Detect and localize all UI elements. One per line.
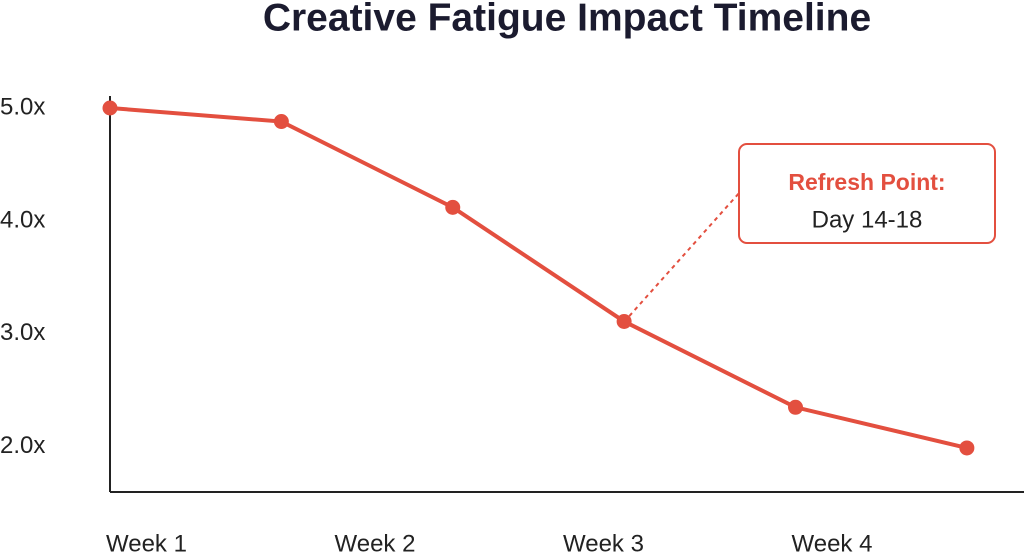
annotation-text: Day 14-18 [812, 206, 923, 233]
x-tick-label: Week 3 [563, 530, 644, 557]
x-tick-label: Week 1 [106, 530, 187, 557]
point [959, 440, 975, 456]
chart-title: Creative Fatigue Impact Timeline [263, 0, 871, 39]
point [788, 399, 803, 415]
x-tick-label: Week 4 [792, 530, 873, 557]
point [616, 313, 632, 329]
y-tick-label: 4.0x [0, 206, 45, 233]
x-tick-label: Week 2 [335, 530, 416, 557]
annotation-title: Refresh Point: [788, 169, 945, 195]
y-tick-label: 3.0x [0, 319, 45, 346]
point [273, 114, 289, 130]
annotation-connector [623, 191, 741, 323]
y-tick-label: 2.0x [0, 432, 45, 459]
point [445, 199, 461, 215]
line [109, 106, 968, 450]
y-tick-label: 5.0x [0, 93, 45, 120]
point [102, 100, 118, 116]
annotation-box [738, 143, 996, 244]
